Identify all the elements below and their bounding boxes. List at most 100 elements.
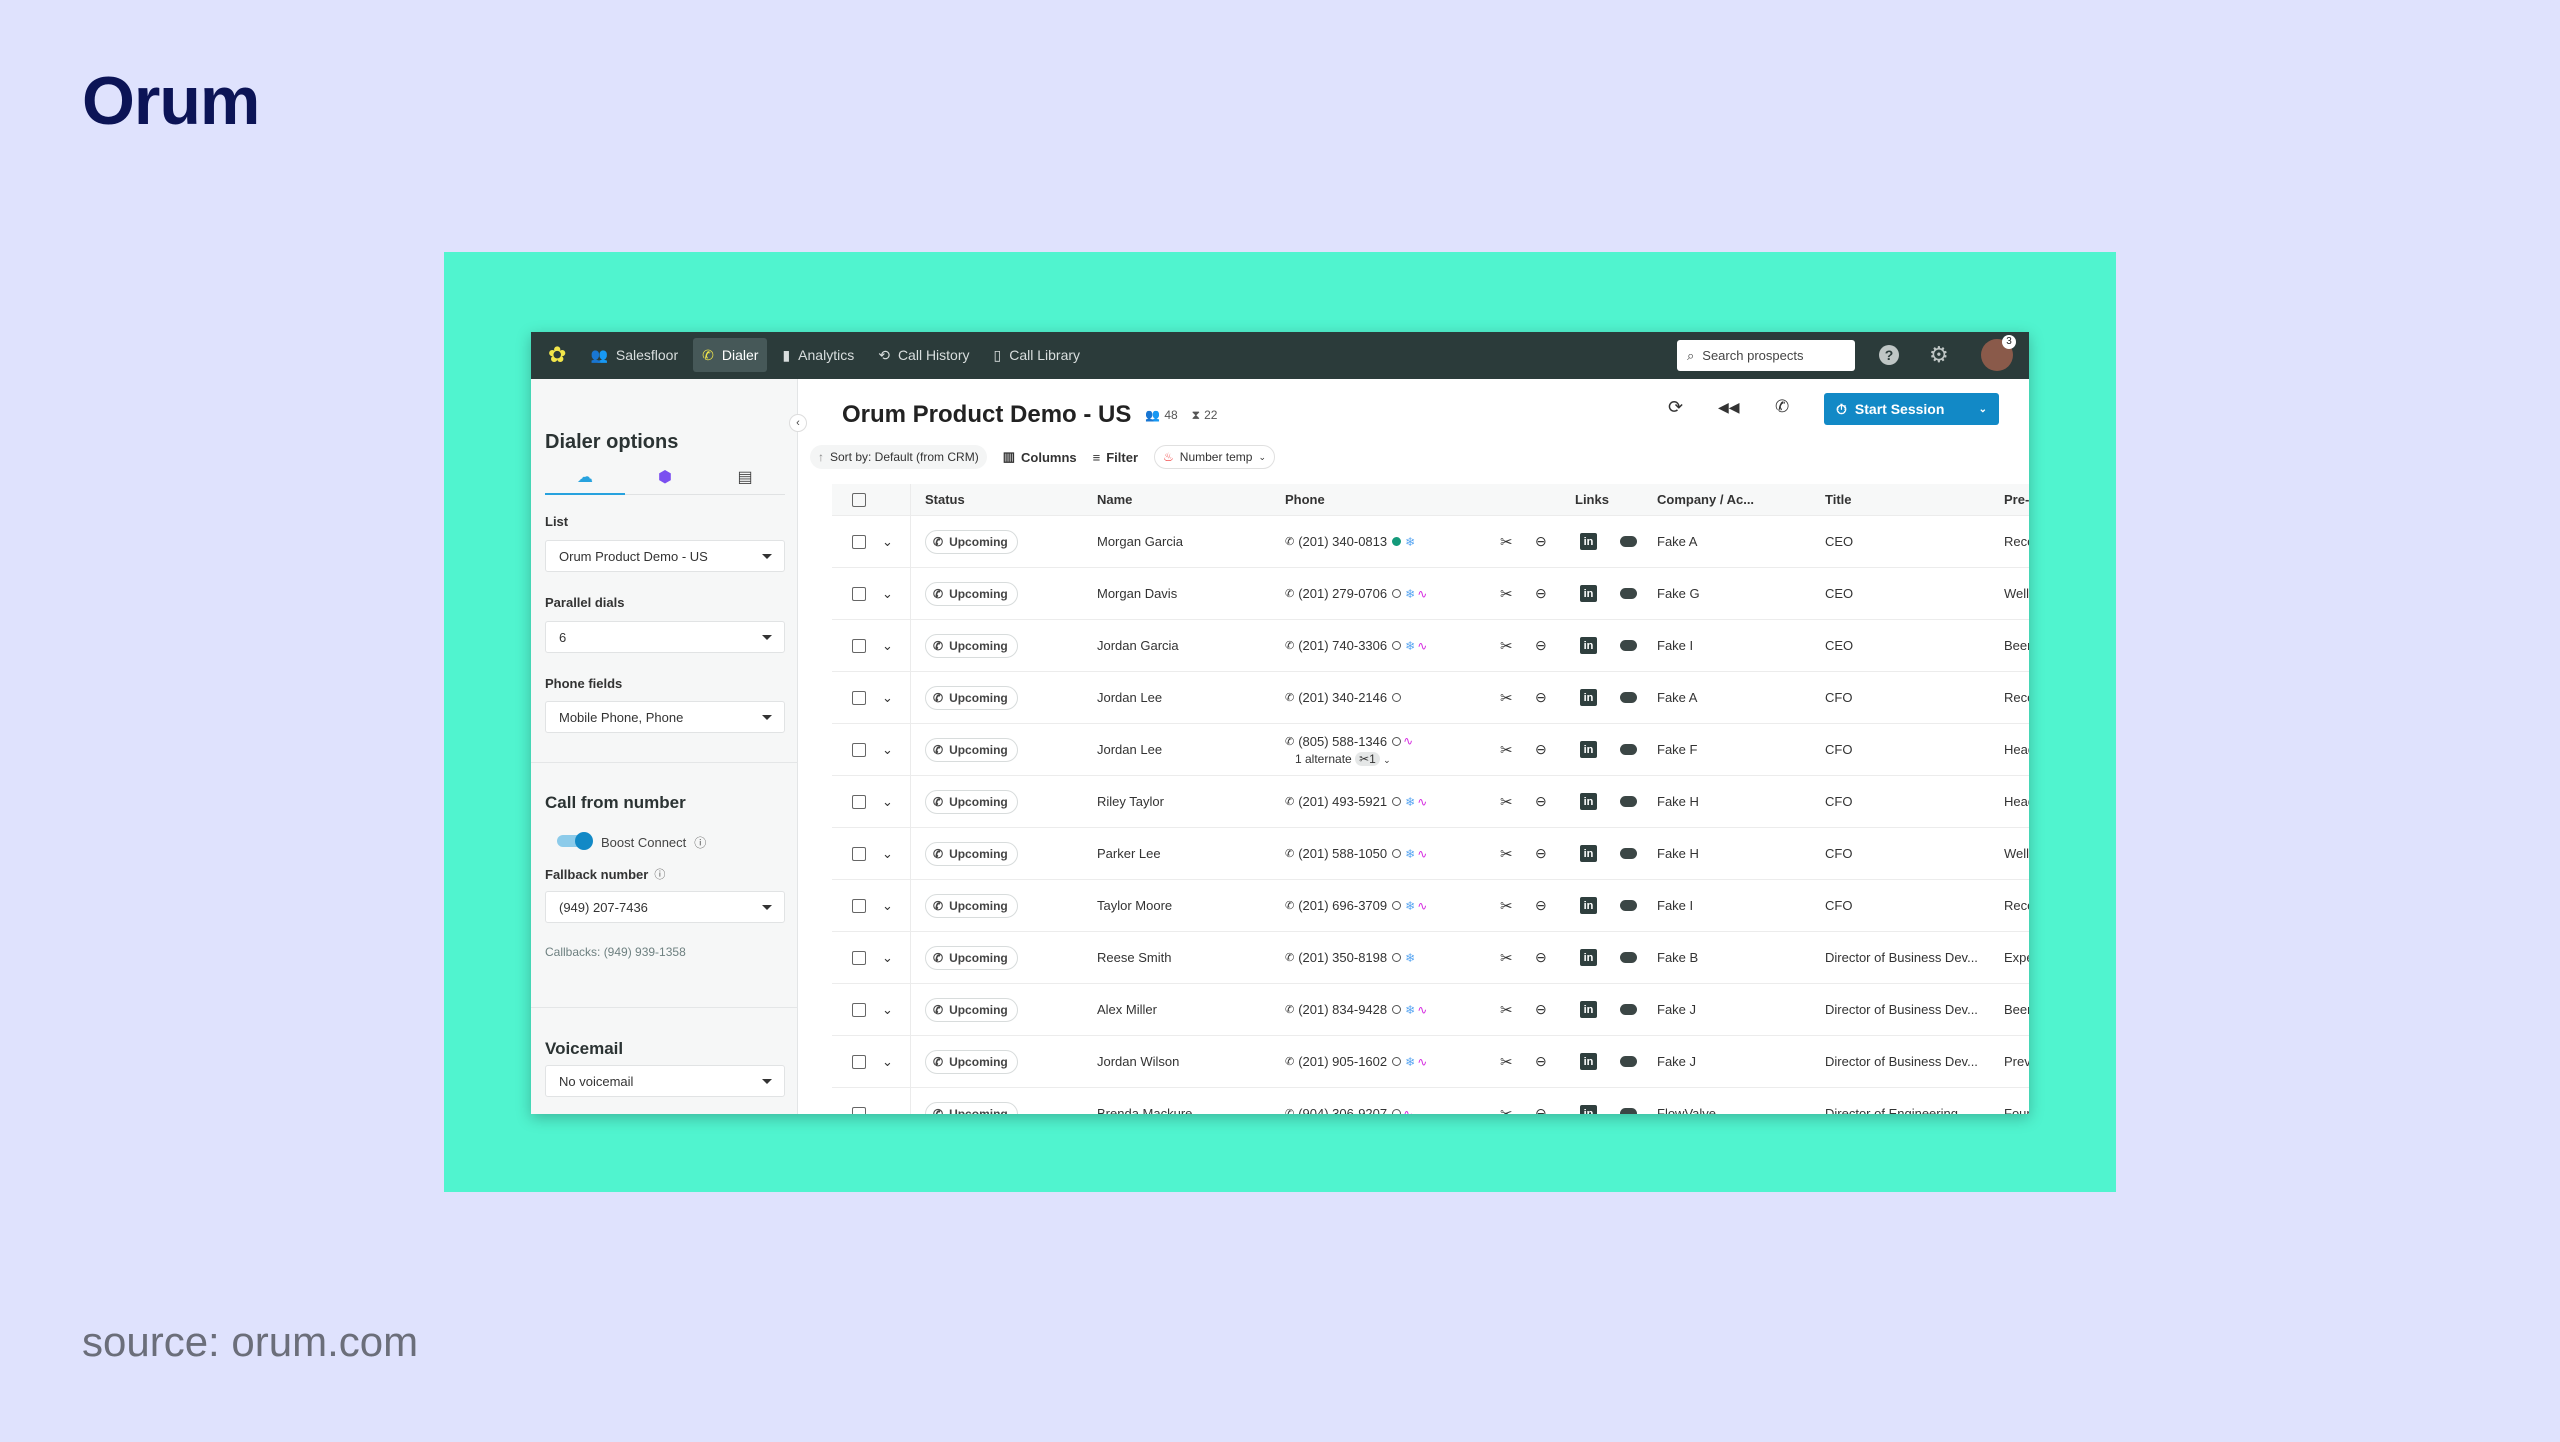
linkedin-icon[interactable]: in — [1580, 672, 1597, 723]
salesforce-icon[interactable] — [1620, 568, 1637, 619]
prospect-name[interactable]: Jordan Lee — [1097, 690, 1163, 705]
no-call-icon[interactable]: ✂ — [1500, 1001, 1513, 1019]
salesforce-icon[interactable] — [1620, 516, 1637, 567]
collapse-sidebar-button[interactable]: ‹ — [789, 414, 807, 432]
do-not-call-icon[interactable]: ⊖ — [1535, 637, 1547, 653]
table-row[interactable]: ⌄ ✆ Upcoming Jordan Lee ✆ (201) 340-2146 ✂… — [832, 672, 2029, 724]
no-call-icon[interactable]: ✂ — [1500, 897, 1513, 915]
row-checkbox[interactable] — [852, 724, 866, 775]
no-call-icon[interactable]: ✂ — [1500, 1053, 1513, 1071]
row-checkbox[interactable] — [852, 880, 866, 931]
no-call-icon[interactable]: ✂ — [1500, 845, 1513, 863]
table-row[interactable]: ⌄ ✆ Upcoming Jordan Garcia ✆ (201) 740-330… — [832, 620, 2029, 672]
row-checkbox[interactable] — [852, 568, 866, 619]
no-call-icon[interactable]: ✂ — [1500, 741, 1513, 759]
expand-chevron-icon[interactable]: ⌄ — [882, 1053, 893, 1069]
csv-icon[interactable]: ▤ — [737, 469, 753, 486]
expand-chevron-icon[interactable]: ⌄ — [882, 1105, 893, 1115]
do-not-call-icon[interactable]: ⊖ — [1535, 793, 1547, 809]
linkedin-icon[interactable]: in — [1580, 932, 1597, 983]
salesforce-icon[interactable] — [1620, 672, 1637, 723]
do-not-call-icon[interactable]: ⊖ — [1535, 1053, 1547, 1069]
nav-analytics[interactable]: ▮ Analytics — [773, 338, 863, 372]
prospect-name[interactable]: Alex Miller — [1097, 1002, 1157, 1017]
row-checkbox[interactable] — [852, 984, 866, 1035]
nav-dialer[interactable]: ✆ Dialer — [693, 338, 768, 372]
salesforce-icon[interactable] — [1620, 880, 1637, 931]
prospect-name[interactable]: Morgan Davis — [1097, 586, 1178, 601]
expand-chevron-icon[interactable]: ⌄ — [882, 949, 893, 965]
col-status[interactable]: Status — [925, 492, 965, 507]
do-not-call-icon[interactable]: ⊖ — [1535, 689, 1547, 705]
salesforce-icon[interactable]: ☁ — [545, 467, 625, 495]
do-not-call-icon[interactable]: ⊖ — [1535, 949, 1547, 965]
col-title[interactable]: Title — [1825, 492, 1852, 507]
columns-button[interactable]: ▥ Columns — [1003, 445, 1077, 469]
linkedin-icon[interactable]: in — [1580, 776, 1597, 827]
nav-call-library[interactable]: ▯ Call Library — [985, 338, 1090, 372]
expand-chevron-icon[interactable]: ⌄ — [882, 845, 893, 861]
salesforce-icon[interactable] — [1620, 828, 1637, 879]
phone-number[interactable]: (201) 340-0813 — [1298, 534, 1388, 549]
linkedin-icon[interactable]: in — [1580, 568, 1597, 619]
row-checkbox[interactable] — [852, 1036, 866, 1087]
row-checkbox[interactable] — [852, 776, 866, 827]
phone-number[interactable]: (201) 279-0706 — [1298, 586, 1388, 601]
no-call-icon[interactable]: ✂ — [1500, 533, 1513, 551]
no-call-icon[interactable]: ✂ — [1500, 949, 1513, 967]
table-row[interactable]: ⌄ ✆ Upcoming Jordan Wilson ✆ (201) 905-160… — [832, 1036, 2029, 1088]
add-call-icon[interactable]: ✆ — [1775, 397, 1790, 416]
row-checkbox[interactable] — [852, 828, 866, 879]
expand-chevron-icon[interactable]: ⌄ — [882, 793, 893, 809]
parallel-dials-select[interactable]: 6 — [545, 621, 785, 653]
chevron-down-icon[interactable]: ⌄ — [1978, 403, 1987, 415]
linkedin-icon[interactable]: in — [1580, 724, 1597, 775]
do-not-call-icon[interactable]: ⊖ — [1535, 533, 1547, 549]
phone-number[interactable]: (805) 588-1346 — [1298, 733, 1388, 749]
do-not-call-icon[interactable]: ⊖ — [1535, 1001, 1547, 1017]
linkedin-icon[interactable]: in — [1580, 828, 1597, 879]
expand-chevron-icon[interactable]: ⌄ — [882, 741, 893, 757]
salesforce-icon[interactable] — [1620, 620, 1637, 671]
table-row[interactable]: ⌄ ✆ Upcoming Alex Miller ✆ (201) 834-9428 ❄… — [832, 984, 2029, 1036]
no-call-icon[interactable]: ✂ — [1500, 637, 1513, 655]
prospect-name[interactable]: Jordan Wilson — [1097, 1054, 1180, 1069]
phone-number[interactable]: (201) 588-1050 — [1298, 846, 1388, 861]
linkedin-icon[interactable]: in — [1580, 1036, 1597, 1087]
table-row[interactable]: ⌄ ✆ Upcoming Morgan Davis ✆ (201) 279-0706… — [832, 568, 2029, 620]
prospect-name[interactable]: Riley Taylor — [1097, 794, 1164, 809]
orum-app-logo[interactable]: ✿ — [548, 342, 567, 367]
phone-number[interactable]: (201) 696-3709 — [1298, 898, 1388, 913]
prospect-name[interactable]: Parker Lee — [1097, 846, 1161, 861]
phone-number[interactable]: (201) 493-5921 — [1298, 794, 1388, 809]
table-row[interactable]: ⌄ ✆ Upcoming Taylor Moore ✆ (201) 696-3709… — [832, 880, 2029, 932]
expand-chevron-icon[interactable]: ⌄ — [882, 585, 893, 601]
table-row[interactable]: ⌄ ✆ Upcoming Parker Lee ✆ (201) 588-1050 ❄ ∿… — [832, 828, 2029, 880]
salesforce-icon[interactable] — [1620, 984, 1637, 1035]
sort-button[interactable]: ↑ Sort by: Default (from CRM) — [810, 445, 987, 469]
salesforce-icon[interactable] — [1620, 1088, 1637, 1114]
linkedin-icon[interactable]: in — [1580, 620, 1597, 671]
salesforce-icon[interactable] — [1620, 776, 1637, 827]
table-row[interactable]: ⌄ ✆ Upcoming Brenda Mackure ✆ (904) 306-92… — [832, 1088, 2029, 1114]
prospect-name[interactable]: Jordan Lee — [1097, 742, 1163, 757]
prospect-name[interactable]: Reese Smith — [1097, 950, 1172, 965]
prospect-name[interactable]: Morgan Garcia — [1097, 534, 1183, 549]
gear-icon[interactable]: ⚙ — [1929, 342, 1949, 367]
no-call-icon[interactable]: ✂ — [1500, 689, 1513, 707]
phone-number[interactable]: (201) 740-3306 — [1298, 638, 1388, 653]
do-not-call-icon[interactable]: ⊖ — [1535, 845, 1547, 861]
row-checkbox[interactable] — [852, 932, 866, 983]
alternate-numbers[interactable]: 1 alternate ✂1 ⌄ — [1295, 751, 1391, 766]
prospect-name[interactable]: Jordan Garcia — [1097, 638, 1179, 653]
expand-chevron-icon[interactable]: ⌄ — [882, 689, 893, 705]
table-row[interactable]: ⌄ ✆ Upcoming Morgan Garcia ✆ (201) 340-081… — [832, 516, 2029, 568]
do-not-call-icon[interactable]: ⊖ — [1535, 897, 1547, 913]
refresh-icon[interactable]: ⟳ — [1668, 397, 1684, 417]
table-row[interactable]: ⌄ ✆ Upcoming Riley Taylor ✆ (201) 493-5921… — [832, 776, 2029, 828]
phone-number[interactable]: (201) 834-9428 — [1298, 1002, 1388, 1017]
prospect-name[interactable]: Brenda Mackure — [1097, 1106, 1193, 1114]
expand-chevron-icon[interactable]: ⌄ — [882, 533, 893, 549]
expand-chevron-icon[interactable]: ⌄ — [882, 897, 893, 913]
info-icon[interactable]: ⓘ — [694, 836, 707, 850]
